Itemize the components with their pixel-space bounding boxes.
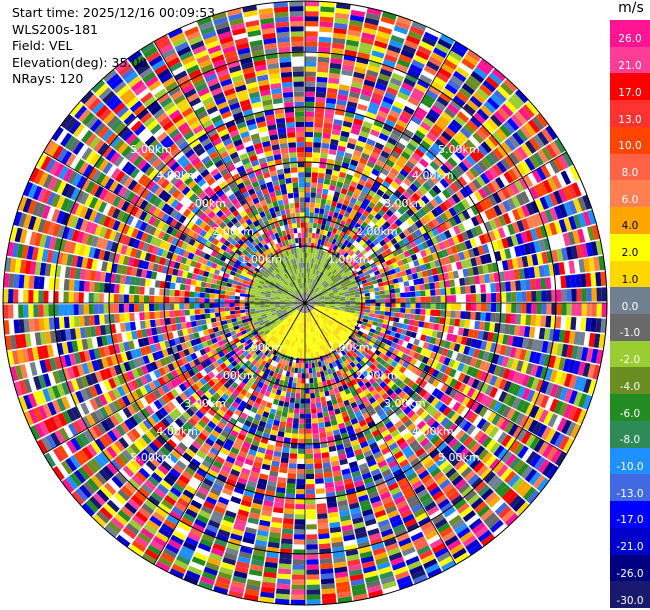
range-labels: 5.00km 5.00km 5.00km 5.00km 4.00km 4.00km 4.00… <box>130 143 479 464</box>
start-time-label: Start time: 2025/12/16 00:09:53 <box>12 5 216 20</box>
azimuth-spoke <box>304 302 567 455</box>
colorbar-tick-label: -1.0 <box>619 327 641 340</box>
colorbar-tick-label: 8.0 <box>621 167 639 179</box>
range-label: 4.00km <box>412 425 454 438</box>
colorbar-segment <box>610 46 650 74</box>
azimuth-spoke <box>304 302 457 565</box>
colorbar-segment <box>610 126 650 155</box>
colorbar-segment <box>610 447 650 475</box>
range-label: 2.00km <box>356 225 398 238</box>
colorbar-tick-label: -2.0 <box>619 354 641 367</box>
colorbar-tick-label: 13.0 <box>618 113 642 126</box>
range-label: 1.00km <box>240 341 282 354</box>
range-label: 1.00km <box>240 253 282 266</box>
range-label: 3.00km <box>384 197 426 210</box>
colorbar-segment <box>610 420 650 449</box>
velocity-ppi-plot: 5.00km 5.00km 5.00km 5.00km 4.00km 4.00km 4.00… <box>2 0 608 606</box>
colorbar-segment <box>610 260 650 288</box>
azimuth-spoke <box>304 151 567 304</box>
colorbar-tick-label: -10.0 <box>616 461 644 473</box>
colorbar-tick-label: -30.0 <box>616 594 644 607</box>
colorbar-segment <box>610 527 650 556</box>
colorbar-tick-label: -26.0 <box>616 567 644 580</box>
azimuth-spoke <box>43 302 306 455</box>
range-label: 4.00km <box>156 169 198 182</box>
colorbar-segment <box>610 287 650 315</box>
range-label: 3.00km <box>184 397 226 410</box>
colorbar-segment <box>610 581 650 609</box>
range-label: 4.00km <box>412 169 454 182</box>
colorbar-tick-label: 10.0 <box>618 140 642 153</box>
scan-info: Start time: 2025/12/16 00:09:53 WLS200s-… <box>12 5 215 88</box>
range-label: 2.00km <box>356 369 398 382</box>
range-label: 5.00km <box>130 143 172 156</box>
colorbar-segment <box>610 314 650 342</box>
colorbar-tick-label: -17.0 <box>616 514 644 527</box>
nrays-label: NRays: 120 <box>12 71 84 86</box>
colorbar-segment <box>610 100 650 128</box>
azimuth-spoke <box>304 41 457 304</box>
range-label: 1.00km <box>328 341 370 354</box>
colorbar-segment <box>610 394 650 422</box>
colorbar-segment <box>610 20 650 48</box>
velocity-colorbar: 26.0 21.0 17.0 13.0 10.0 8.0 6.0 4.0 2.0 1.0 0.0 -1… <box>610 20 650 609</box>
colorbar-segment <box>610 474 650 502</box>
azimuth-spoke <box>153 302 306 565</box>
colorbar-tick-label: -4.0 <box>619 380 641 393</box>
range-label: 5.00km <box>438 143 480 156</box>
colorbar-segment <box>610 73 650 101</box>
colorbar-segment <box>610 367 650 395</box>
range-label: 2.00km <box>212 225 254 238</box>
colorbar-tick-label: 0.0 <box>621 300 639 313</box>
range-label: 5.00km <box>130 451 172 464</box>
azimuth-spoke <box>153 41 306 304</box>
range-label: 5.00km <box>438 451 480 464</box>
station-label: WLS200s-181 <box>12 21 98 37</box>
colorbar-segment <box>610 207 650 235</box>
field-label: Field: VEL <box>12 38 73 53</box>
range-label: 3.00km <box>384 397 426 410</box>
range-label: 3.00km <box>184 197 226 210</box>
colorbar-segment <box>610 340 650 368</box>
colorbar-tick-label: 4.0 <box>621 220 639 233</box>
range-label: 1.00km <box>328 253 370 266</box>
colorbar-tick-label: 26.0 <box>618 33 642 46</box>
colorbar-tick-label: 17.0 <box>618 86 642 99</box>
colorbar-tick-label: -8.0 <box>619 434 641 447</box>
elevation-label: Elevation(deg): 35.00 <box>12 54 148 70</box>
azimuth-spoke <box>43 151 306 304</box>
colorbar-tick-label: 21.0 <box>618 60 642 73</box>
colorbar-segment <box>610 554 650 582</box>
range-label: 2.00km <box>212 369 254 382</box>
azimuth-spokes <box>3 1 607 605</box>
colorbar-unit: m/s <box>618 0 644 16</box>
colorbar-tick-label: 6.0 <box>621 193 639 206</box>
colorbar-tick-label: -6.0 <box>619 407 641 420</box>
colorbar-segment <box>610 153 650 181</box>
colorbar-tick-label: 2.0 <box>621 247 639 260</box>
colorbar-tick-label: -21.0 <box>616 541 644 554</box>
colorbar-segment <box>610 233 650 262</box>
colorbar-tick-label: 1.0 <box>621 273 639 286</box>
range-label: 4.00km <box>156 425 198 438</box>
colorbar-segment <box>610 180 650 208</box>
colorbar-segment <box>610 501 650 529</box>
colorbar-tick-label: -13.0 <box>616 487 644 500</box>
